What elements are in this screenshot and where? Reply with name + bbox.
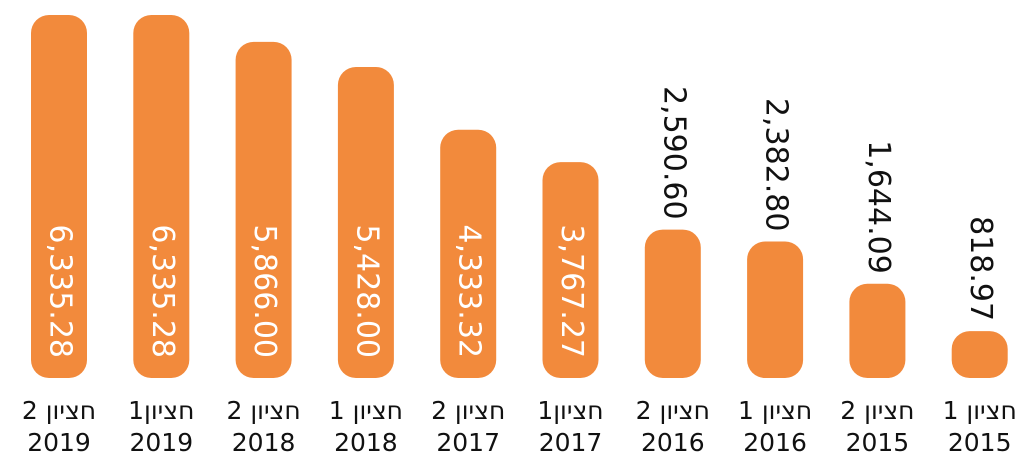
bar	[747, 241, 804, 378]
x-tick-label: 2017	[436, 428, 500, 457]
x-tick-label: 2016	[743, 428, 807, 457]
x-tick-label: חציון 1	[738, 396, 812, 425]
x-tick-label: חציון 2	[840, 396, 914, 425]
x-tick-label: חציון1	[537, 396, 603, 425]
value-label: 2,382.80	[759, 98, 794, 232]
x-tick-label: חציון1	[128, 396, 194, 425]
value-label: 2,590.60	[656, 86, 691, 220]
bar	[31, 15, 87, 378]
value-label: 6,335.28	[43, 224, 78, 358]
bar	[849, 283, 906, 378]
x-tick-label: 2015	[948, 428, 1012, 457]
x-tick-label: חציון 2	[22, 396, 96, 425]
x-tick-label: חציון 2	[636, 396, 710, 425]
value-label: 5,866.00	[247, 224, 282, 358]
value-label: 3,767.27	[554, 224, 589, 358]
x-tick-label: חציון 2	[226, 396, 300, 425]
value-label: 818.97	[963, 216, 998, 321]
value-label: 5,428.00	[349, 224, 384, 358]
x-tick-label: 2016	[641, 428, 705, 457]
value-label: 1,644.09	[861, 140, 896, 274]
x-tick-label: 2017	[539, 428, 603, 457]
x-tick-label: 2015	[846, 428, 910, 457]
bar	[235, 41, 292, 379]
bar	[542, 162, 599, 378]
value-label: 6,335.28	[145, 224, 180, 358]
bar	[951, 331, 1008, 378]
bar	[337, 66, 394, 379]
x-tick-label: 2019	[27, 428, 91, 457]
x-tick-label: חציון 2	[431, 396, 505, 425]
x-tick-label: 2019	[129, 428, 193, 457]
x-tick-label: חציון 1	[943, 396, 1017, 425]
bar	[133, 15, 190, 378]
x-tick-label: 2018	[232, 428, 296, 457]
bar	[440, 129, 497, 378]
x-tick-label: 2018	[334, 428, 398, 457]
x-tick-label: חציון 1	[329, 396, 403, 425]
value-label: 4,333.32	[452, 224, 487, 358]
bar	[644, 229, 701, 378]
